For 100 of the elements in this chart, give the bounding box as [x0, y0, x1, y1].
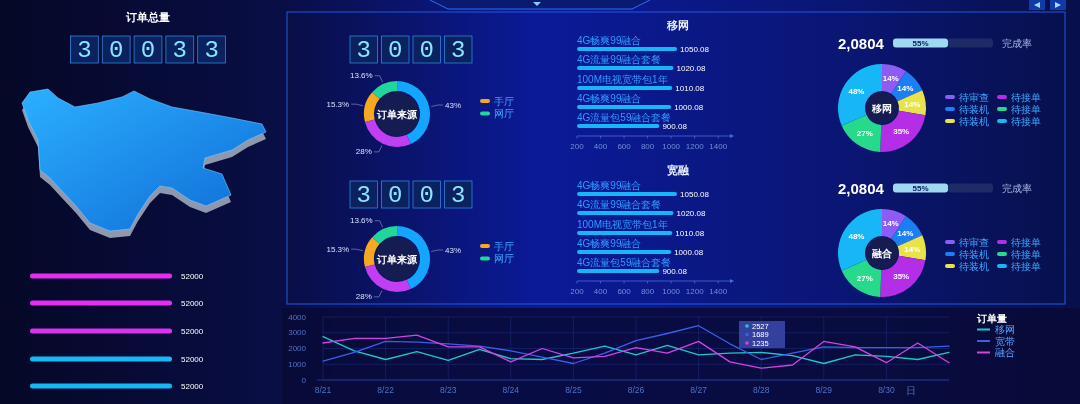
legend-label: 网厅 — [494, 253, 514, 264]
data-label: 52000 — [181, 354, 204, 364]
tick-label: 400 — [593, 286, 608, 296]
tick-label: 1200 — [685, 286, 704, 296]
data-label: 14% — [897, 228, 914, 238]
legend-label: 待装机 — [959, 260, 989, 272]
data-label: 14% — [897, 83, 914, 93]
data-label: 1050.08 — [680, 189, 709, 199]
annotation: 完成率 — [1002, 37, 1032, 49]
data-label: 35% — [893, 272, 910, 282]
legend-label: 待接单 — [1011, 236, 1041, 248]
category-label: 4G畅爽99融合 — [577, 237, 642, 249]
title: 移网 — [667, 19, 689, 31]
legend-label: 待审查 — [959, 236, 989, 248]
data-label: 52000 — [181, 298, 204, 308]
title: 订单来源 — [377, 253, 417, 265]
tick-label: 1200 — [685, 141, 704, 151]
legend-label: 待接单 — [1011, 103, 1041, 115]
legend-label: 手厅 — [494, 240, 514, 252]
tick-label: 1000 — [662, 141, 681, 151]
counter: 3003 — [349, 35, 483, 64]
data-label: 52000 — [181, 326, 204, 336]
title: 订单来源 — [377, 108, 417, 120]
legend-label: 待接单 — [1011, 248, 1041, 260]
category-label: 4G畅爽99融合 — [577, 34, 642, 46]
category-label: 4G流量包59融合套餐 — [577, 111, 672, 123]
data-label: 27% — [856, 273, 873, 283]
legend-label: 待审查 — [959, 91, 989, 103]
legend-label: 待装机 — [959, 115, 989, 127]
tick-label: 0 — [301, 375, 306, 385]
tick-label: 8/23 — [439, 385, 457, 395]
legend-title: 订单量 — [977, 312, 1007, 324]
tick-label: 8/22 — [377, 385, 394, 395]
legend-label: 待接单 — [1011, 115, 1041, 127]
tick-label: 1000 — [662, 286, 681, 296]
tick-label: 8/26 — [627, 385, 645, 395]
legend-label: 移网 — [995, 324, 1015, 335]
data-label: 15.3% — [326, 244, 350, 254]
title: 订单总量 — [126, 11, 170, 23]
category-label: 100M电视宽带包1年 — [577, 218, 668, 230]
data-label: 1000.08 — [674, 247, 704, 257]
category-label: 4G流量包59融合套餐 — [577, 256, 672, 268]
tick-label: 2000 — [288, 344, 306, 353]
tick-label: 4000 — [288, 312, 306, 322]
category-label: 100M电视宽带包1年 — [577, 73, 668, 85]
data-label: 28% — [355, 292, 372, 302]
tick-label: 8/28 — [752, 385, 770, 395]
tick-label: 1000 — [288, 359, 306, 369]
data-label: 43% — [445, 100, 462, 110]
data-label: 52000 — [181, 381, 204, 391]
data-label: 48% — [848, 86, 865, 96]
tick-label: 600 — [617, 141, 631, 151]
tick-label: 8/25 — [565, 385, 582, 395]
legend-label: 宽带 — [995, 335, 1015, 347]
tick-label: 8/27 — [690, 385, 707, 395]
counter: 30033 — [70, 35, 237, 64]
data-label: 43% — [445, 245, 462, 255]
tick-label: 3000 — [288, 328, 306, 338]
tick-label: 400 — [593, 141, 608, 151]
kpi: 2,0804 — [838, 34, 884, 52]
data-label: 14% — [904, 99, 921, 109]
category-label: 4G流量99融合套餐 — [577, 198, 662, 210]
legend-label: 融合 — [995, 347, 1015, 358]
tick-label: 1400 — [709, 141, 728, 151]
data-label: 1010.08 — [675, 83, 705, 93]
legend-label: 待装机 — [959, 248, 989, 260]
tick-label: 200 — [570, 141, 584, 151]
tick-label: 8/21 — [314, 385, 332, 395]
tick-label: 8/30 — [878, 385, 895, 395]
kpi: 2,0804 — [838, 179, 884, 197]
data-label: 35% — [893, 127, 910, 137]
tick-label: 800 — [640, 141, 655, 151]
data-label: 13.6% — [350, 71, 373, 81]
data-label: 1020.08 — [676, 63, 706, 73]
data-label: 52000 — [181, 271, 204, 281]
data-label: 1050.08 — [680, 44, 709, 54]
data-label: 900.08 — [662, 121, 687, 131]
title: 宽融 — [667, 164, 689, 176]
data-label: 28% — [355, 147, 372, 157]
legend-label: 网厅 — [494, 108, 514, 119]
title: 融合 — [872, 247, 892, 259]
title: 移网 — [872, 102, 892, 114]
data-label: 14% — [882, 74, 899, 84]
tick-label: 8/24 — [502, 385, 520, 395]
tick-label: 600 — [617, 286, 631, 296]
legend-label: 手厅 — [494, 95, 514, 107]
data-label: 1010.08 — [675, 228, 705, 238]
data-label: 55% — [912, 184, 929, 193]
legend-label: 待装机 — [959, 103, 989, 115]
category-label: 4G畅爽99融合 — [577, 92, 642, 104]
data-label: 1000.08 — [674, 102, 704, 112]
counter: 3003 — [349, 180, 483, 209]
tick-label: 200 — [570, 286, 584, 296]
data-label: 900.08 — [662, 266, 687, 276]
data-label: 27% — [856, 128, 873, 138]
category-label: 4G流量99融合套餐 — [577, 53, 662, 65]
legend-label: 待接单 — [1011, 260, 1041, 272]
data-label: 1020.08 — [676, 208, 706, 218]
data-label: 48% — [848, 231, 865, 241]
annotation: 完成率 — [1002, 182, 1032, 194]
